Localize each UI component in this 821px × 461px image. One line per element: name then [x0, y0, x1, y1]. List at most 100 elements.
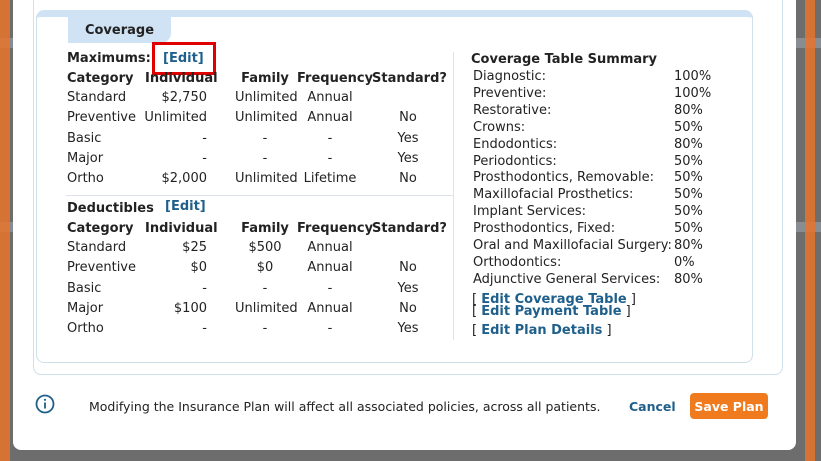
coverage-summary-row: Prosthodontics, Removable: 50% [472, 170, 742, 187]
coverage-summary-row: Periodontics: 50% [472, 154, 742, 171]
maximums-cell-frequency: Annual [307, 90, 353, 105]
maximums-cell-standard: No [399, 171, 417, 187]
deductibles-cell-frequency: Annual [307, 240, 353, 255]
maximums-header-family: Family [241, 71, 289, 86]
maximums-header-frequency: Frequency [297, 71, 374, 86]
edit-coverage-table-link[interactable]: Edit Coverage Table [481, 292, 627, 307]
deductibles-row: Standard $25 $500 Annual [67, 240, 457, 260]
deductibles-row: Ortho - - - Yes [67, 321, 457, 341]
deductibles-edit-link[interactable]: [Edit] [165, 199, 206, 214]
coverage-summary-row: Endodontics: 80% [472, 137, 742, 154]
deductibles-cell-standard: No [399, 300, 417, 316]
coverage-summary-row: Diagnostic: 100% [472, 69, 742, 86]
maximums-cell-family: Unlimited [235, 90, 298, 105]
deductibles-cell-family: $500 [248, 240, 282, 255]
maximums-row: Major - - - Yes [67, 151, 457, 171]
coverage-summary-category: Endodontics: [473, 136, 558, 152]
deductibles-header-standard: Standard? [372, 221, 447, 236]
deductibles-cell-individual: $25 [182, 240, 207, 255]
coverage-summary-category: Prosthodontics, Fixed: [473, 221, 616, 237]
coverage-summary-category: Periodontics: [473, 153, 557, 169]
maximums-cell-category: Ortho [67, 171, 104, 187]
cancel-button[interactable]: Cancel [629, 399, 676, 414]
coverage-summary-title: Coverage Table Summary [471, 52, 658, 67]
deductibles-cell-family: - [262, 321, 268, 337]
maximums-cell-family: - [262, 130, 268, 146]
maximums-cell-category: Preventive [67, 110, 136, 126]
coverage-summary-category: Diagnostic: [473, 69, 547, 84]
deductibles-cell-category: Ortho [67, 321, 104, 337]
coverage-summary-row: Orthodontics: 0% [472, 255, 742, 272]
edit-payment-table-link-wrap: [ Edit Payment Table ] [472, 304, 631, 319]
edit-payment-table-link[interactable]: Edit Payment Table [481, 304, 622, 319]
coverage-summary-category: Preventive: [473, 85, 547, 101]
coverage-summary-row: Implant Services: 50% [472, 204, 742, 221]
maximums-cell-frequency: - [327, 130, 333, 146]
deductibles-row: Major $100 Unlimited Annual No [67, 301, 457, 321]
coverage-summary-percent: 80% [674, 238, 703, 253]
coverage-summary-category: Implant Services: [473, 204, 586, 220]
edit-plan-details-link-wrap: [ Edit Plan Details ] [472, 323, 612, 338]
coverage-summary-percent: 50% [674, 153, 703, 169]
maximums-edit-link[interactable]: [Edit] [163, 51, 204, 66]
deductibles-cell-individual: $0 [190, 260, 207, 276]
coverage-summary-row: Restorative: 80% [472, 103, 742, 120]
deductibles-header-frequency: Frequency [297, 221, 374, 236]
footer-warning-text: Modifying the Insurance Plan will affect… [89, 399, 601, 414]
coverage-summary-percent: 80% [674, 271, 703, 287]
maximums-cell-category: Basic [67, 130, 102, 146]
save-plan-button[interactable]: Save Plan [690, 393, 768, 419]
maximums-cell-standard: No [399, 110, 417, 126]
maximums-cell-category: Major [67, 150, 104, 166]
maximums-header-row: Category Individual Family Frequency Standar… [67, 71, 457, 91]
coverage-summary-category: Orthodontics: [473, 254, 562, 270]
maximums-row: Standard $2,750 Unlimited Annual [67, 90, 457, 110]
maximums-cell-family: Unlimited [235, 171, 298, 187]
maximums-cell-individual: $2,750 [161, 90, 208, 105]
deductibles-row: Basic - - - Yes [67, 281, 457, 301]
coverage-summary-category: Oral and Maxillofacial Surgery: [473, 238, 672, 253]
coverage-summary-percent: 50% [674, 187, 703, 203]
coverage-summary-row: Oral and Maxillofacial Surgery: 80% [472, 238, 742, 255]
deductibles-cell-frequency: - [327, 280, 333, 296]
section-divider [66, 195, 454, 196]
coverage-summary-percent: 50% [674, 221, 703, 237]
deductibles-cell-family: $0 [256, 260, 274, 276]
coverage-summary-category: Adjunctive General Services: [473, 271, 661, 287]
edit-plan-details-link[interactable]: Edit Plan Details [481, 323, 603, 338]
highlight-box [152, 42, 216, 75]
maximums-cell-standard: Yes [397, 130, 419, 146]
deductibles-cell-frequency: Annual [307, 260, 353, 276]
coverage-summary-row: Maxillofacial Prosthetics: 50% [472, 187, 742, 204]
maximums-header-standard: Standard? [372, 71, 447, 86]
coverage-summary-percent: 100% [674, 69, 712, 84]
deductibles-cell-individual: $100 [173, 300, 207, 316]
coverage-summary-percent: 80% [674, 102, 703, 118]
info-circle-icon [35, 394, 55, 414]
coverage-summary-row: Crowns: 50% [472, 120, 742, 137]
maximums-row: Preventive Unlimited Unlimited Annual No [67, 110, 457, 130]
coverage-tab[interactable]: Coverage [68, 17, 171, 43]
maximums-cell-family: - [262, 150, 268, 166]
column-divider [453, 52, 454, 340]
deductibles-header-family: Family [241, 221, 289, 236]
deductibles-cell-individual: - [202, 321, 207, 337]
coverage-summary-row: Preventive: 100% [472, 86, 742, 103]
deductibles-cell-standard: Yes [397, 280, 419, 296]
maximums-cell-family: Unlimited [235, 110, 298, 126]
maximums-cell-standard: Yes [397, 150, 419, 166]
deductibles-header-individual: Individual [145, 221, 218, 236]
deductibles-cell-individual: - [202, 280, 207, 296]
deductibles-cell-family: - [262, 280, 268, 296]
deductibles-cell-category: Preventive [67, 260, 136, 276]
coverage-summary-percent: 50% [674, 204, 703, 220]
maximums-cell-individual: - [202, 130, 207, 146]
coverage-summary-row: Prosthodontics, Fixed: 50% [472, 221, 742, 238]
maximums-label: Maximums: [67, 51, 151, 66]
maximums-cell-individual: - [202, 150, 207, 166]
coverage-summary-percent: 100% [674, 85, 712, 101]
deductibles-cell-category: Basic [67, 280, 102, 296]
deductibles-cell-standard: No [399, 260, 417, 276]
coverage-summary-category: Prosthodontics, Removable: [473, 170, 654, 186]
deductibles-row: Preventive $0 $0 Annual No [67, 260, 457, 280]
